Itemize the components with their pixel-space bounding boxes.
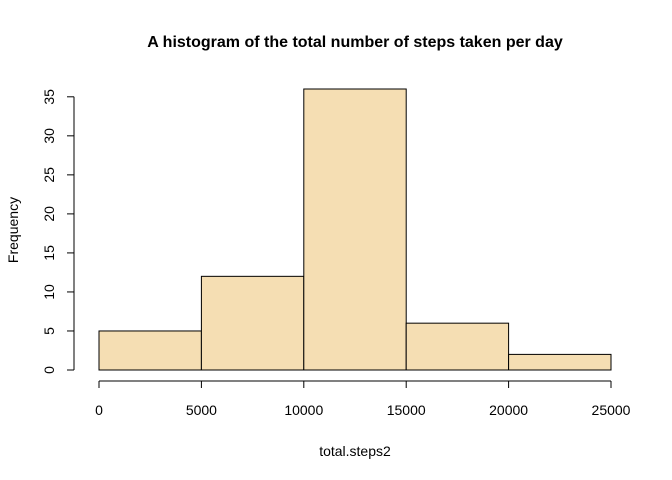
bars-group (98, 88, 612, 371)
x-axis-label: total.steps2 (319, 443, 391, 459)
y-tick-label: 30 (41, 128, 57, 144)
y-tick-label: 25 (41, 167, 57, 183)
y-tick-label: 15 (41, 245, 57, 261)
histogram-bar-2 (303, 88, 407, 371)
chart-title: A histogram of the total number of steps… (147, 34, 563, 51)
x-tick-label: 0 (95, 402, 103, 418)
x-tick-label: 15000 (387, 402, 426, 418)
x-tick-label: 25000 (592, 402, 631, 418)
y-axis-label: Frequency (5, 197, 21, 263)
x-tick-label: 20000 (489, 402, 528, 418)
histogram-bar-3 (405, 322, 510, 371)
y-tick-label: 35 (41, 89, 57, 105)
x-axis: 0 5000 10000 15000 20000 25000 (95, 380, 631, 418)
y-tick-label: 10 (41, 284, 57, 300)
histogram-bar-0 (98, 330, 202, 371)
x-tick-label: 5000 (186, 402, 217, 418)
histogram-bar-4 (508, 353, 612, 371)
y-axis: 0 5 10 15 20 25 30 35 (41, 89, 75, 374)
y-tick-label: 0 (41, 366, 57, 374)
y-tick-label: 5 (41, 327, 57, 335)
histogram-bar-1 (200, 275, 305, 371)
y-tick-label: 20 (41, 206, 57, 222)
x-tick-label: 10000 (284, 402, 323, 418)
